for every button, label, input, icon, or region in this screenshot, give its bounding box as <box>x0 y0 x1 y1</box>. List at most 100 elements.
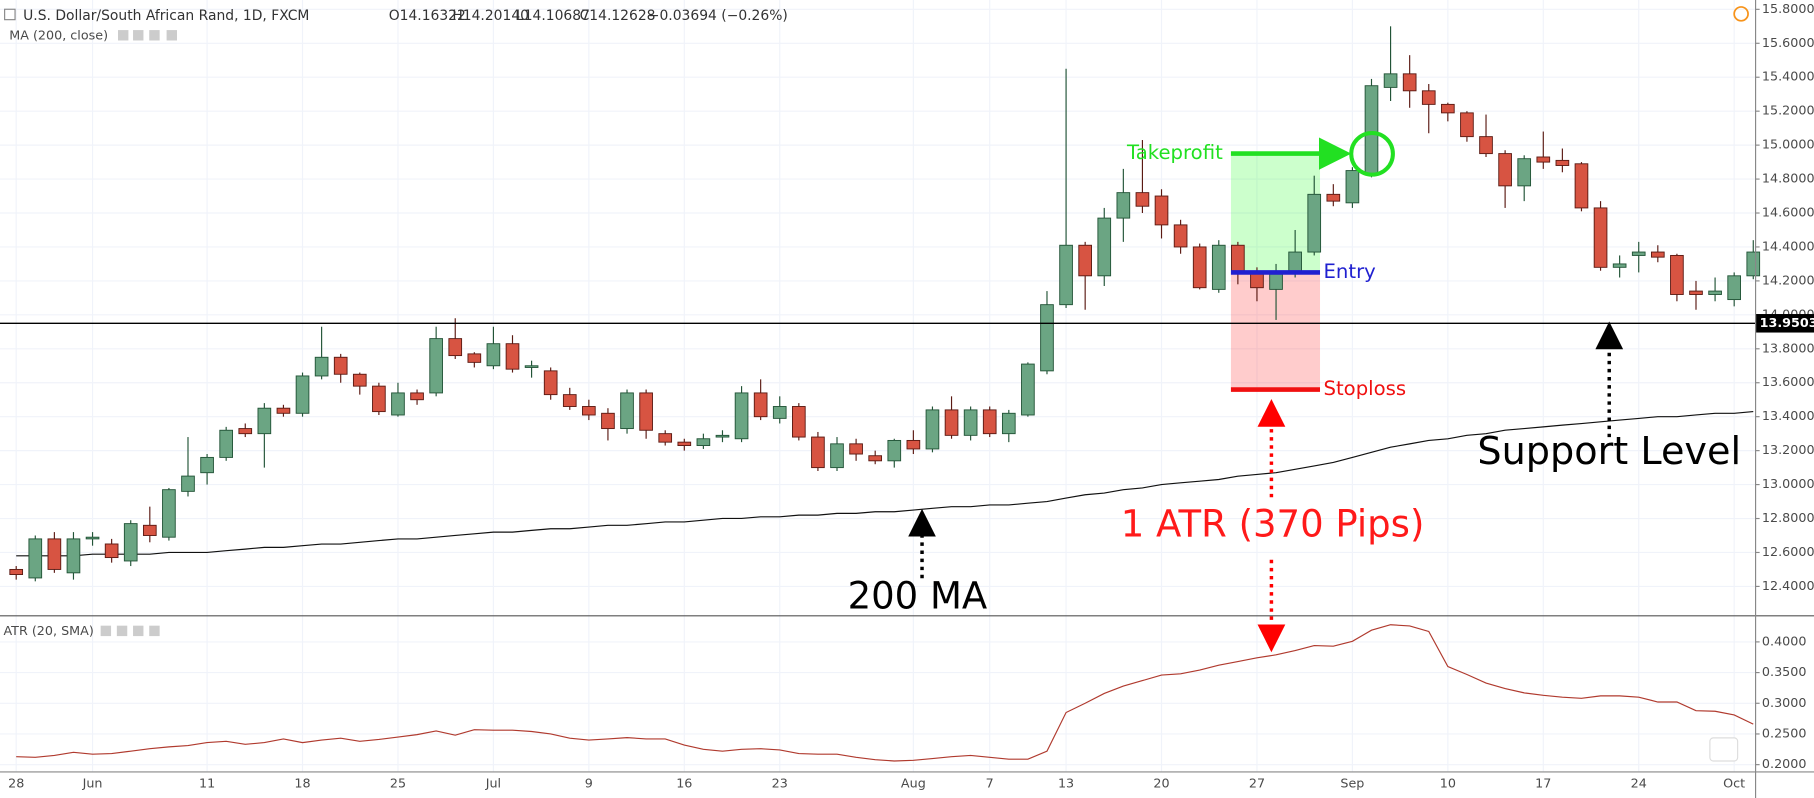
candle-body <box>9 568 24 575</box>
x-tick-label: Jul <box>485 776 501 791</box>
candle-body <box>467 353 482 363</box>
candle-body <box>887 439 902 462</box>
y-tick-label: 15.60000 <box>1762 35 1814 50</box>
x-tick-label: Aug <box>901 776 926 791</box>
candle-body <box>543 370 558 396</box>
candle-body <box>830 443 844 469</box>
y-tick-label: 0.4000 <box>1762 633 1807 648</box>
y-tick-label: 15.00000 <box>1762 137 1814 152</box>
x-tick-label: 24 <box>1631 776 1647 791</box>
candle-body <box>1612 263 1627 268</box>
candle-body <box>1460 112 1474 138</box>
candle-body <box>1670 254 1684 295</box>
candle-body <box>1326 193 1341 202</box>
high-value: H14.20140 <box>452 8 529 24</box>
y-tick-label: 12.60000 <box>1762 544 1814 559</box>
candle-body <box>1402 73 1417 92</box>
candle-body <box>1040 304 1054 372</box>
candle-body <box>429 338 443 394</box>
x-tick-label: 25 <box>390 776 406 791</box>
x-tick-label: Jun <box>82 776 103 791</box>
takeprofit-label: Takeprofit <box>1126 141 1223 164</box>
candle-body <box>601 412 615 430</box>
ma-line <box>16 411 1754 557</box>
target-circle <box>1349 130 1395 177</box>
candle-body <box>200 456 214 474</box>
candle-body <box>792 406 806 438</box>
candle-body <box>1479 136 1493 155</box>
candle-body <box>1135 192 1150 207</box>
candle-body <box>1689 290 1703 295</box>
scroll-button[interactable] <box>1709 737 1739 762</box>
candle-body <box>811 436 825 469</box>
candle-body <box>1345 170 1360 204</box>
change-value: −0.03694 (−0.26%) <box>648 8 788 24</box>
candle-body <box>1364 85 1379 175</box>
candle-body <box>772 406 787 419</box>
candle-body <box>1059 244 1073 306</box>
candle-body <box>1192 246 1207 289</box>
candle-body <box>142 524 157 536</box>
support-annotation: Support Level <box>1477 430 1741 474</box>
x-tick-label: 13 <box>1058 776 1074 791</box>
stoploss-label: Stoploss <box>1323 377 1406 400</box>
candle-body <box>1021 363 1035 416</box>
candle-body <box>1211 244 1226 290</box>
candle-body <box>1708 290 1722 295</box>
candle-body <box>925 409 940 450</box>
atr-legend[interactable]: ATR (20, SMA) <box>3 623 93 638</box>
candle-body <box>1001 412 1016 435</box>
y-tick-label: 15.40000 <box>1762 69 1814 84</box>
candle-body <box>1555 159 1570 166</box>
candle-body <box>1421 90 1436 105</box>
low-value: L14.10687 <box>516 8 590 24</box>
plot: Takeprofit Entry Stoploss <box>0 26 1761 762</box>
candle-body <box>238 428 253 435</box>
candle-body <box>696 438 711 447</box>
candle-body <box>1231 244 1245 273</box>
candle-body <box>906 439 921 450</box>
open-value: O14.16322 <box>389 8 466 24</box>
candle-body <box>181 475 195 492</box>
ma-annotation: 200 MA <box>848 574 988 617</box>
atr-annotation: 1 ATR (370 Pips) <box>1121 503 1425 546</box>
x-tick-label: 9 <box>585 776 593 791</box>
x-tick-label: 20 <box>1153 776 1169 791</box>
candle-body <box>1441 103 1455 114</box>
candle-body <box>85 536 100 540</box>
candle-body <box>963 409 978 436</box>
y-tick-label: 13.00000 <box>1762 476 1814 491</box>
grid <box>0 0 1755 772</box>
y-tick-label: 0.2000 <box>1762 756 1807 771</box>
candle-body <box>295 375 310 414</box>
collapse-icon[interactable] <box>4 8 16 21</box>
x-tick-label: 10 <box>1440 776 1456 791</box>
support-price-label: 13.95030 <box>1760 315 1814 330</box>
y-tick-label: 14.60000 <box>1762 205 1814 220</box>
candle-body <box>982 409 997 435</box>
candle-body <box>314 356 329 377</box>
candle-body <box>715 434 730 438</box>
x-tick-label: Sep <box>1340 776 1364 791</box>
x-tick-label: 18 <box>294 776 310 791</box>
y-tick-label: 13.60000 <box>1762 374 1814 389</box>
candle-body <box>1517 158 1532 187</box>
candle-body <box>1746 251 1761 277</box>
y-tick-label: 14.40000 <box>1762 238 1814 253</box>
candle-body <box>104 543 119 559</box>
ma-legend[interactable]: MA (200, close) <box>9 27 108 42</box>
alert-icon[interactable] <box>1733 6 1749 22</box>
candle-body <box>1383 73 1398 88</box>
candle-body <box>448 338 463 357</box>
candle-body <box>849 443 863 455</box>
candle-body <box>372 385 386 413</box>
candle-body <box>1650 251 1665 258</box>
candle-body <box>1288 251 1302 273</box>
candle-body <box>47 538 62 570</box>
profit-zone <box>1230 153 1321 273</box>
